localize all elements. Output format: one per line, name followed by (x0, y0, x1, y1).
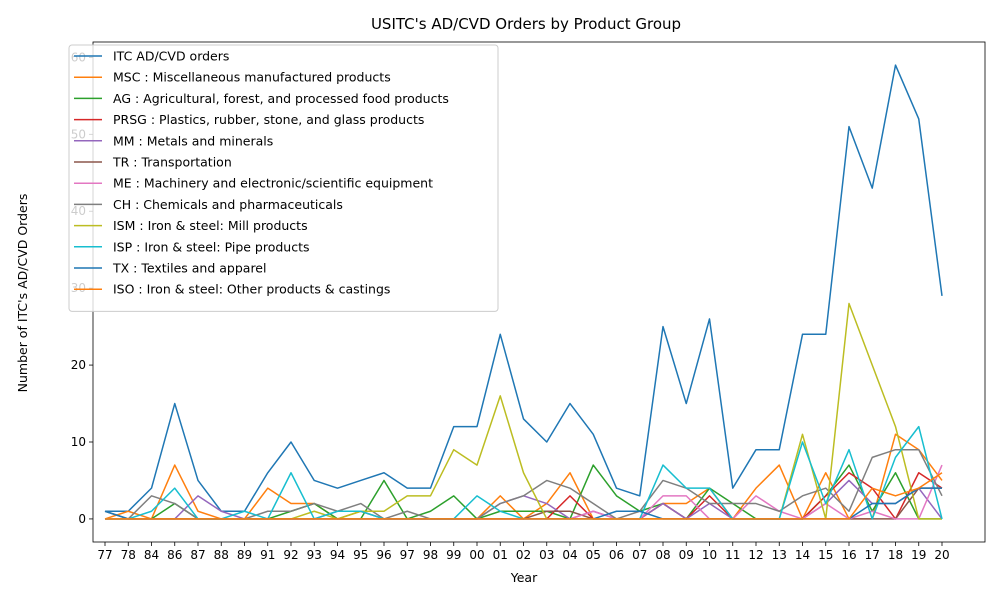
legend-entry-0: ITC AD/CVD orders (113, 49, 229, 64)
x-tick-label: 10 (702, 548, 717, 562)
legend-entry-11: ISO : Iron & steel: Other products & cas… (113, 282, 390, 297)
x-tick-label: 94 (330, 548, 345, 562)
x-tick-label: 15 (818, 548, 833, 562)
y-tick-label: 0 (78, 512, 86, 526)
x-tick-label: 86 (167, 548, 182, 562)
x-tick-label: 89 (237, 548, 252, 562)
x-tick-label: 09 (679, 548, 694, 562)
legend-entry-10: TX : Textiles and apparel (112, 261, 266, 276)
x-tick-label: 88 (214, 548, 229, 562)
chart-title: USITC's AD/CVD Orders by Product Group (371, 15, 681, 33)
x-tick-label: 92 (283, 548, 298, 562)
x-tick-label: 00 (469, 548, 484, 562)
legend-entry-8: ISM : Iron & steel: Mill products (113, 218, 308, 233)
legend-entry-3: PRSG : Plastics, rubber, stone, and glas… (113, 112, 424, 127)
y-tick-label: 20 (71, 358, 86, 372)
x-tick-label: 77 (97, 548, 112, 562)
x-tick-label: 95 (353, 548, 368, 562)
x-tick-label: 08 (655, 548, 670, 562)
series-layer (104, 64, 943, 520)
legend-entry-4: MM : Metals and minerals (113, 133, 273, 148)
x-tick-label: 87 (190, 548, 205, 562)
x-tick-label: 13 (772, 548, 787, 562)
series-line-8 (105, 302, 942, 520)
series-line-1 (104, 433, 943, 520)
x-tick-label: 98 (423, 548, 438, 562)
legend-entry-6: ME : Machinery and electronic/scientific… (113, 176, 433, 191)
x-tick-label: 19 (911, 548, 926, 562)
x-tick-label: 18 (888, 548, 903, 562)
x-tick-label: 96 (376, 548, 391, 562)
x-tick-label: 07 (632, 548, 647, 562)
x-tick-label: 03 (539, 548, 554, 562)
x-axis-label: Year (510, 570, 538, 585)
x-tick-label: 16 (841, 548, 856, 562)
series-line-11 (105, 472, 943, 520)
x-tick-label: 06 (609, 548, 624, 562)
x-tick-label: 91 (260, 548, 275, 562)
legend: ITC AD/CVD orders MSC : Miscellaneous man… (68, 44, 499, 312)
x-tick-label: 84 (144, 548, 159, 562)
x-tick-label: 01 (493, 548, 508, 562)
y-tick-label: 10 (71, 435, 86, 449)
x-tick-label: 93 (307, 548, 322, 562)
x-tick-label: 04 (562, 548, 577, 562)
x-tick-label: 02 (516, 548, 531, 562)
x-tick-label: 14 (795, 548, 810, 562)
legend-entry-7: CH : Chemicals and pharmaceuticals (113, 197, 343, 212)
x-tick-label: 97 (400, 548, 415, 562)
x-tick-label: 11 (725, 548, 740, 562)
y-axis-label: Number of ITC's AD/CVD Orders (15, 194, 30, 393)
x-tick-label: 05 (586, 548, 601, 562)
x-tick-label: 20 (934, 548, 949, 562)
x-tick-label: 78 (121, 548, 136, 562)
legend-box (68, 44, 499, 312)
legend-entry-1: MSC : Miscellaneous manufactured product… (113, 70, 391, 85)
legend-entry-2: AG : Agricultural, forest, and processed… (113, 91, 449, 106)
x-tick-label: 12 (748, 548, 763, 562)
x-tick-label: 17 (865, 548, 880, 562)
x-tick-label: 99 (446, 548, 461, 562)
legend-entry-9: ISP : Iron & steel: Pipe products (113, 239, 310, 254)
legend-entry-5: TR : Transportation (112, 155, 232, 170)
x-axis: 77 78 84 86 87 88 89 91 92 93 94 95 96 97 98 99 00 01 02 03… (97, 542, 950, 562)
